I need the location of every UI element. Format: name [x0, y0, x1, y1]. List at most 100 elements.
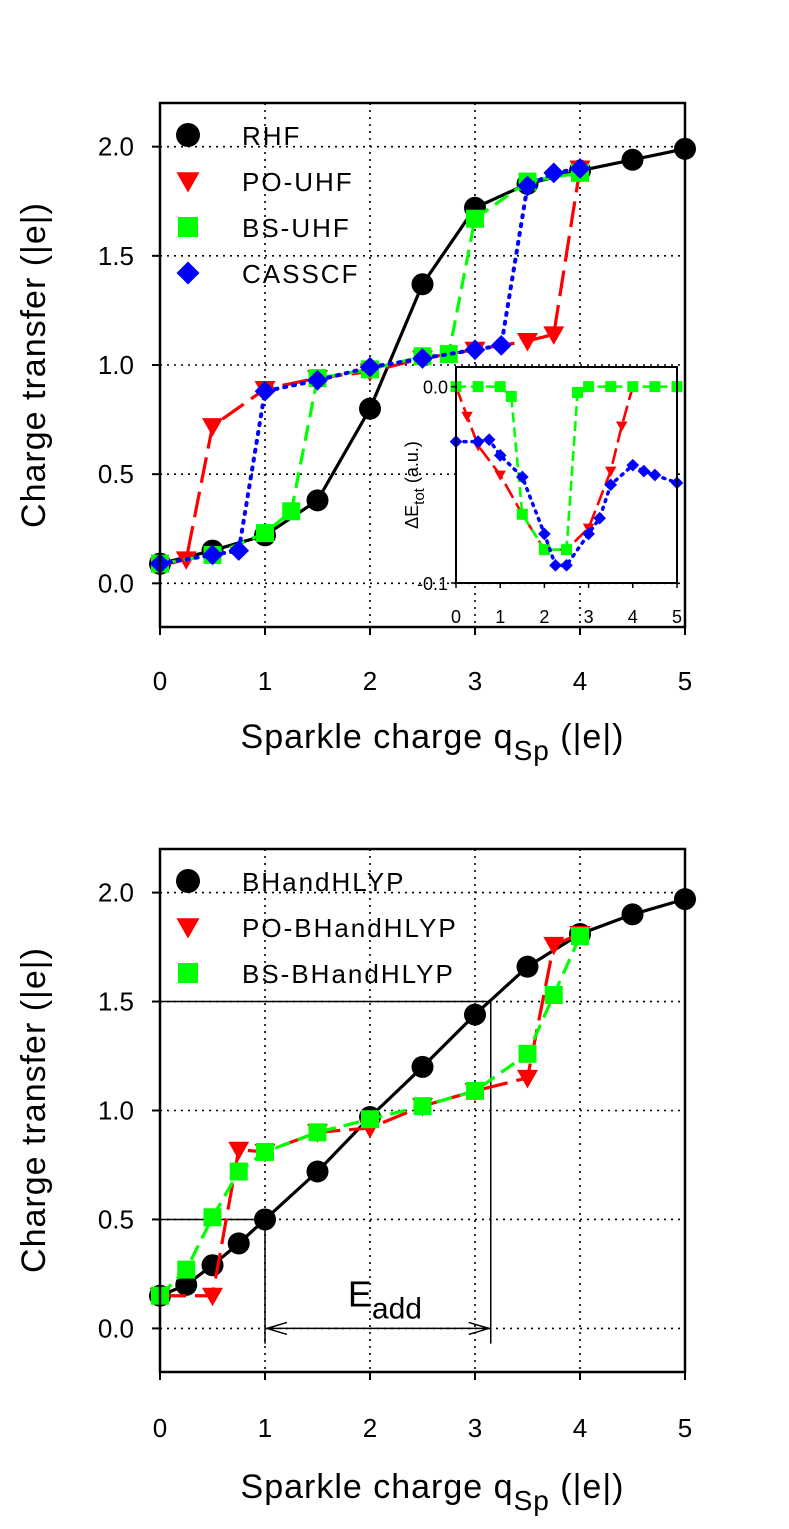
top-legend: RHF PO-UHF BS-UHF CASSCF: [176, 121, 359, 289]
top-xtick-label: 2: [363, 666, 377, 696]
top-legend-marker: [176, 172, 200, 193]
inset-data-point: [593, 511, 606, 525]
top-data-point: [466, 209, 484, 228]
top-data-point: [569, 158, 591, 179]
bottom-data-point: [177, 1260, 196, 1279]
inset-data-point: [582, 527, 595, 541]
bottom-data-point: [411, 1055, 434, 1078]
bottom-ytick-label: 1.0: [98, 1096, 134, 1126]
top-legend-label: CASSCF: [242, 259, 359, 289]
bottom-y-axis-label: Charge transfer (|e|): [15, 947, 53, 1273]
bottom-legend-marker: [176, 869, 200, 893]
inset-data-point: [604, 478, 618, 492]
top-data-point: [359, 397, 381, 420]
bottom-data-point: [308, 1123, 327, 1142]
top-legend-label: BS-UHF: [242, 213, 351, 243]
inset-data-point: [494, 381, 506, 393]
bottom-plot-frame: [158, 847, 687, 1374]
top-data-point: [228, 540, 250, 561]
bottom-data-point: [229, 1162, 248, 1181]
top-data-point: [439, 345, 458, 364]
top-data-point: [256, 524, 274, 543]
inset-data-point: [605, 381, 617, 393]
inset-data-point: [561, 544, 572, 556]
bottom-data-point: [256, 1142, 274, 1161]
inset-data-point: [549, 559, 562, 572]
top-ytick-label: 0.5: [98, 459, 134, 489]
inset-data-point: [649, 381, 661, 393]
top-data-point: [412, 348, 433, 369]
inset-xtick-label: 5: [672, 607, 682, 627]
inset-data-point: [516, 508, 528, 520]
inset-ytick-label: 0.0: [423, 378, 448, 398]
bottom-legend-label: PO-BHandHLYP: [242, 913, 458, 943]
inset-xtick-label: 0: [451, 607, 461, 627]
top-data-point: [282, 502, 301, 521]
bottom-data-point: [518, 1044, 537, 1063]
inset-data-point: [627, 381, 639, 393]
top-data-point: [543, 162, 565, 184]
inset-xtick-label: 4: [628, 607, 638, 627]
inset-data-point: [583, 381, 595, 393]
top-data-point: [307, 369, 328, 391]
eadd-arrowhead-right: [468, 1321, 492, 1336]
inset-data-point: [604, 466, 617, 477]
top-data-point: [543, 326, 565, 345]
bottom-ytick-label: 2.0: [98, 878, 134, 908]
bottom-data-point: [413, 1097, 432, 1116]
top-legend-marker: [176, 123, 200, 147]
bottom-xtick-label: 5: [678, 1413, 692, 1443]
bottom-data-point: [254, 1208, 276, 1231]
bottom-xtick-label: 2: [363, 1413, 377, 1443]
inset-data-point: [615, 421, 628, 432]
bottom-data-point: [544, 986, 563, 1005]
top-plot-frame: [158, 101, 687, 629]
bottom-ytick-label: 0.5: [98, 1204, 134, 1234]
bottom-panel: 0 1 2 3 4 5 0.0 0.5 1.0 1.5 2.0 Eadd BHandHLYP PO-BHa…: [15, 847, 696, 1516]
top-y-axis-label: Charge transfer (|e|): [15, 202, 53, 528]
top-data-point: [254, 380, 276, 402]
top-legend-marker: [176, 261, 200, 285]
bottom-data-point: [517, 1069, 538, 1089]
top-data-point: [517, 332, 538, 352]
inset-y-axis-label: ΔEtot (a.u.): [402, 441, 428, 529]
top-xtick-label: 0: [153, 666, 167, 696]
inset-frame: [455, 366, 678, 584]
inset-data-point: [572, 387, 584, 399]
bottom-data-point: [543, 936, 565, 956]
bottom-legend-marker: [178, 963, 198, 983]
inset-data-point: [472, 381, 484, 393]
bottom-data-point: [175, 1273, 198, 1296]
bottom-data-point: [571, 927, 589, 946]
inset-ytick-label: -0.1: [417, 574, 448, 594]
bottom-data-point: [464, 1003, 486, 1026]
top-ytick-label: 0.0: [98, 568, 134, 598]
inset-data-point: [471, 435, 485, 448]
bottom-xtick-label: 1: [258, 1413, 272, 1443]
eadd-annotation: Eadd: [160, 1000, 492, 1344]
top-data-point: [411, 273, 434, 296]
top-xtick-label: 5: [678, 666, 692, 696]
top-ytick-label: 2.0: [98, 132, 134, 162]
eadd-label: Eadd: [348, 1273, 422, 1325]
top-ytick-label: 1.5: [98, 241, 134, 271]
top-data-point: [306, 489, 329, 512]
bottom-x-axis-label: Sparkle charge qSp (|e|): [241, 1468, 625, 1516]
bottom-data-point: [621, 903, 644, 926]
inset-data-point: [494, 470, 506, 481]
top-panel: 0 1 2 3 4 5 0.0 0.5 1.0 1.5 2.0 RHF PO-UHF BS-UHF CASS…: [15, 101, 696, 766]
bottom-legend-label: BS-BHandHLYP: [242, 959, 455, 989]
bottom-data-point: [202, 1287, 223, 1307]
top-data-point: [359, 356, 381, 378]
bottom-data-point: [466, 1081, 484, 1100]
bottom-legend: BHandHLYP PO-BHandHLYP BS-BHandHLYP: [176, 867, 458, 989]
bottom-data-point: [203, 1208, 222, 1227]
inset-data-point: [538, 544, 550, 556]
inset-data-point: [505, 390, 517, 402]
inset-data-point: [461, 411, 473, 422]
top-series-casscf: [149, 158, 591, 575]
top-data-point: [490, 335, 512, 356]
inset-data-point: [648, 468, 662, 482]
top-ytick-label: 1.0: [98, 350, 134, 380]
